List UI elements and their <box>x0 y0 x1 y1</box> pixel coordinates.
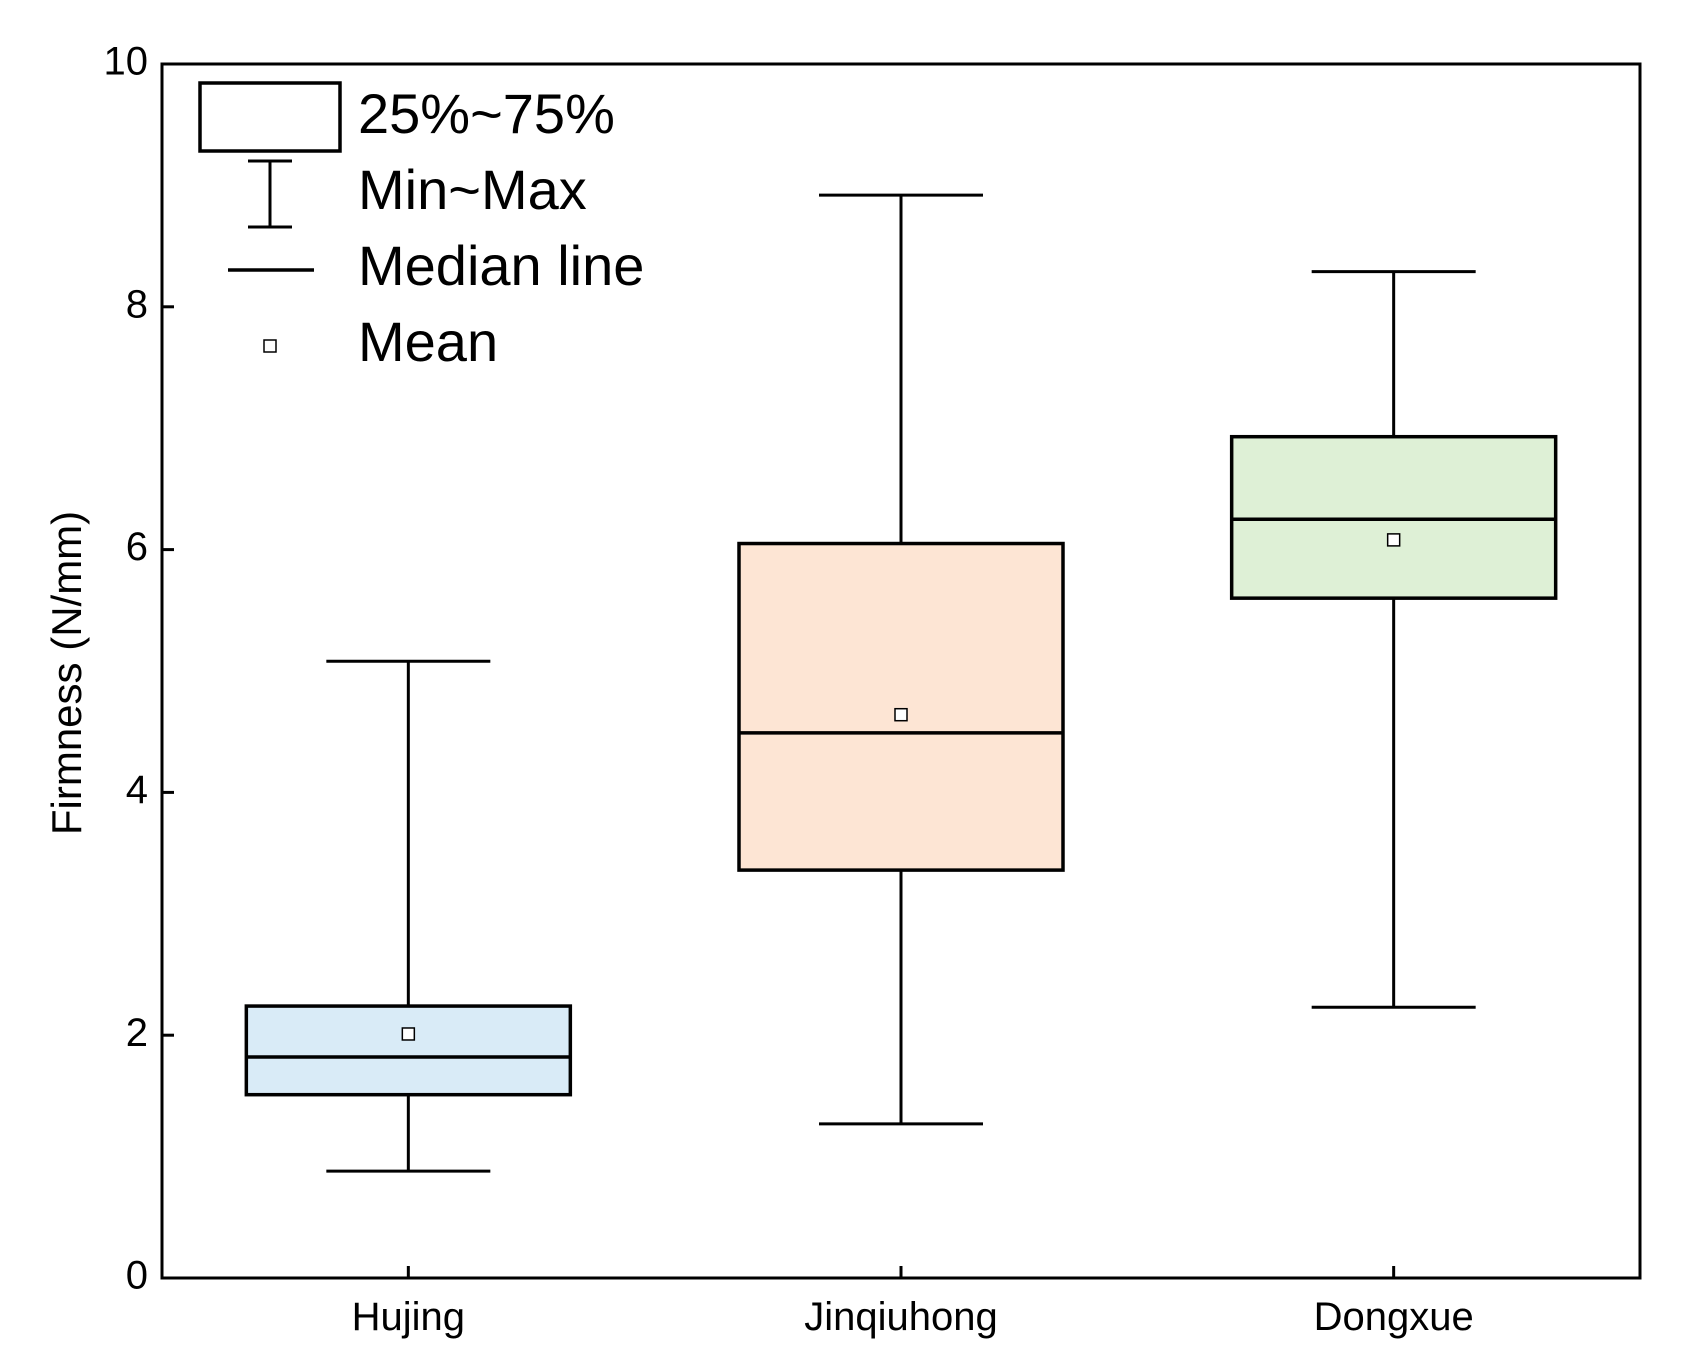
legend-label-box: 25%~75% <box>358 82 615 145</box>
x-tick-label-jinqiuhong: Jinqiuhong <box>804 1295 998 1339</box>
legend-box-symbol <box>198 81 342 153</box>
y-tick-label-2: 2 <box>126 1011 148 1055</box>
y-tick-label-0: 0 <box>126 1254 148 1298</box>
iqr-box-jinqiuhong <box>737 541 1065 872</box>
box-jinqiuhong <box>737 193 1065 1126</box>
box-dongxue <box>1229 270 1558 1009</box>
mean-marker-hujing <box>401 1027 416 1041</box>
y-axis-title: Firmness (N/mm) <box>43 511 90 835</box>
plot-layer: 0 2 4 6 8 10 Hujing Jinqiuhong Dongxue <box>104 40 1642 1339</box>
y-tick-label-10: 10 <box>104 40 149 84</box>
y-tick-label-8: 8 <box>126 282 148 326</box>
mean-marker-jinqiuhong <box>894 707 908 722</box>
legend-item-median-line: Median line <box>228 234 644 297</box>
legend-label-whisker: Min~Max <box>358 158 587 221</box>
legend-item-whisker: Min~Max <box>248 158 587 229</box>
legend-mean-symbol <box>263 339 277 353</box>
legend: 25%~75% Min~Max Median line Mean <box>198 81 644 373</box>
legend-label-median-line: Median line <box>358 234 644 297</box>
legend-label-mean-square: Mean <box>358 310 498 373</box>
x-tick-label-dongxue: Dongxue <box>1314 1295 1474 1339</box>
iqr-box-hujing <box>244 1004 573 1097</box>
box-hujing <box>244 659 573 1173</box>
legend-item-box: 25%~75% <box>198 81 615 153</box>
y-tick-label-4: 4 <box>126 768 148 812</box>
mean-marker-dongxue <box>1386 533 1401 547</box>
x-tick-label-hujing: Hujing <box>352 1295 465 1339</box>
y-tick-label-6: 6 <box>126 525 148 569</box>
legend-item-mean-square: Mean <box>263 310 498 373</box>
iqr-box-dongxue <box>1229 434 1558 600</box>
